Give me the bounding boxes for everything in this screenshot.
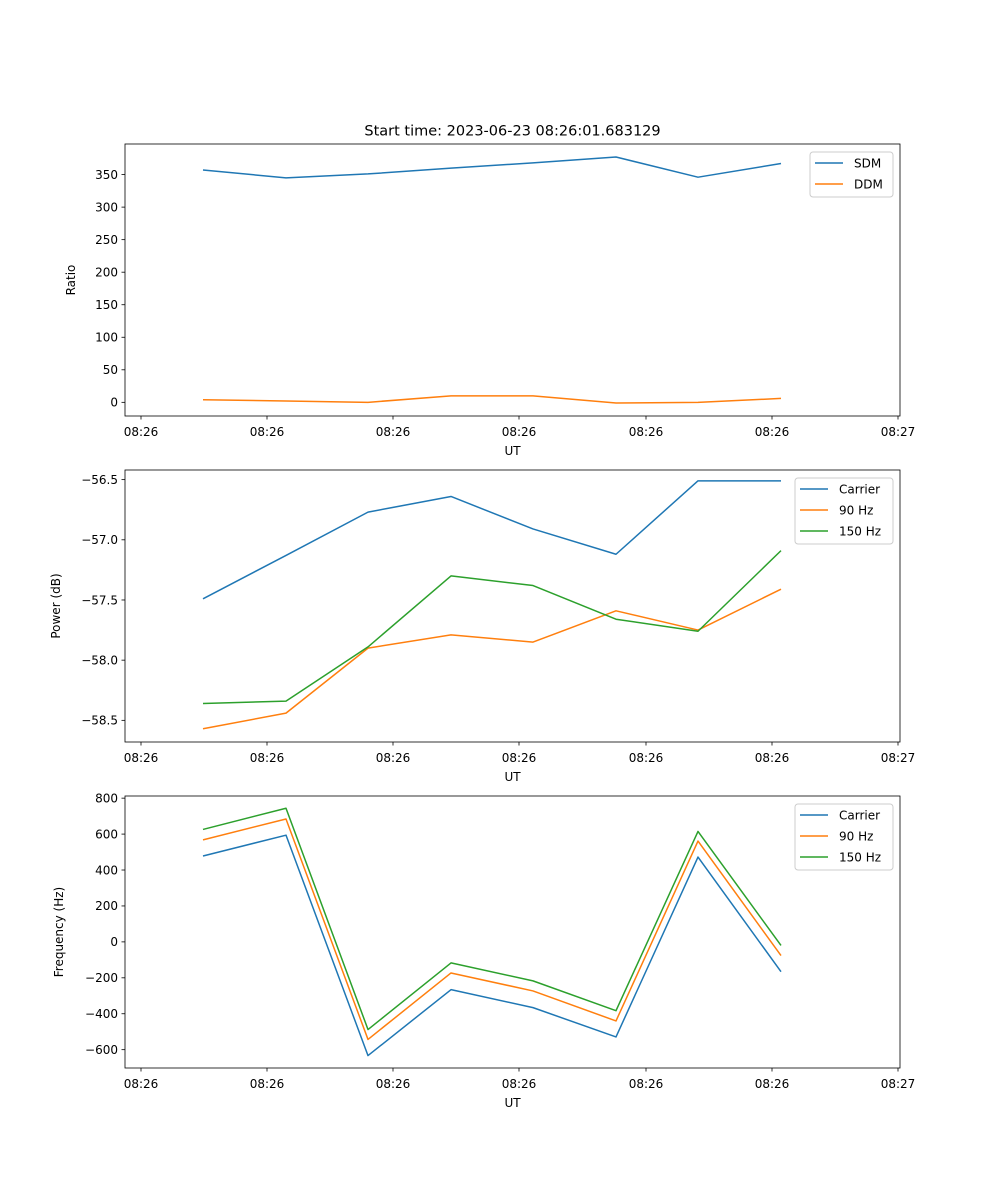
legend-entry: 90 Hz	[839, 829, 873, 843]
legend: SDM DDM	[809, 151, 894, 198]
y-tick-label: 100	[95, 331, 118, 345]
y-tick-label: −200	[85, 971, 118, 985]
x-tick-label: 08:26	[376, 1077, 411, 1091]
x-tick-label: 08:26	[250, 751, 285, 765]
series-line-90-hz	[202, 818, 782, 1041]
series-line-carrier	[202, 480, 781, 600]
series-line-carrier	[202, 834, 782, 1057]
y-tick-label: 250	[95, 233, 118, 247]
legend: Carrier 90 Hz 150 Hz	[794, 477, 894, 545]
x-tick-label: 08:27	[881, 425, 916, 439]
y-axis-label: Frequency (Hz)	[52, 887, 66, 978]
subplot-3: 08:26 08:26 08:26 08:26 08:26 08:26 08:27 −600 −…	[52, 791, 915, 1110]
x-tick-label: 08:26	[124, 751, 159, 765]
x-tick-label: 08:26	[629, 751, 664, 765]
x-tick-label: 08:26	[629, 425, 664, 439]
legend-entry: 90 Hz	[839, 503, 873, 517]
y-tick-label: −57.0	[81, 533, 118, 547]
y-tick-label: 0	[110, 935, 118, 949]
axes-frame	[124, 469, 901, 743]
x-tick-label: 08:26	[629, 1077, 664, 1091]
x-tick-label: 08:26	[376, 751, 411, 765]
legend-entry: Carrier	[839, 808, 880, 822]
series-line-150-hz	[202, 550, 782, 705]
legend-entry: 150 Hz	[839, 524, 881, 538]
x-tick-label: 08:26	[376, 425, 411, 439]
legend: Carrier 90 Hz 150 Hz	[794, 803, 894, 871]
series-line-ddm	[202, 395, 782, 404]
y-tick-label: 200	[95, 899, 118, 913]
figure-title: Start time: 2023-06-23 08:26:01.683129	[364, 124, 660, 140]
y-tick-label: −600	[85, 1043, 118, 1057]
axes-frame	[124, 795, 901, 1069]
legend-frame	[794, 477, 894, 545]
subplots: 08:26 08:26 08:26 08:26 08:26 08:26 08:27 0 50 10…	[49, 143, 916, 1110]
x-axis-label: UT	[504, 444, 521, 458]
y-tick-label: 150	[95, 298, 118, 312]
x-tick-label: 08:26	[755, 425, 790, 439]
legend-entry: SDM	[854, 156, 881, 170]
y-tick-label: 350	[95, 168, 118, 182]
y-tick-label: 0	[110, 396, 118, 410]
x-tick-label: 08:27	[881, 751, 916, 765]
x-axis-label: UT	[504, 1096, 521, 1110]
x-tick-label: 08:26	[124, 1077, 159, 1091]
x-tick-label: 08:26	[755, 751, 790, 765]
y-tick-label: 400	[95, 863, 118, 877]
y-axis-label: Ratio	[64, 265, 78, 296]
x-tick-label: 08:27	[881, 1077, 916, 1091]
subplot-1: 08:26 08:26 08:26 08:26 08:26 08:26 08:27 0 50 10…	[64, 143, 916, 458]
x-tick-label: 08:26	[502, 425, 537, 439]
x-tick-label: 08:26	[502, 1077, 537, 1091]
y-tick-label: 800	[95, 791, 118, 805]
legend-entry: 150 Hz	[839, 850, 881, 864]
legend-entry: DDM	[854, 177, 883, 191]
y-axis-label: Power (dB)	[49, 573, 63, 638]
x-tick-label: 08:26	[124, 425, 159, 439]
y-tick-label: 200	[95, 265, 118, 279]
series-line-150-hz	[202, 807, 782, 1031]
y-tick-label: −58.0	[81, 653, 118, 667]
y-tick-label: −58.5	[81, 714, 118, 728]
legend-entry: Carrier	[839, 482, 880, 496]
x-axis-label: UT	[504, 770, 521, 784]
series-line-sdm	[202, 156, 782, 179]
series-line-90-hz	[202, 588, 782, 730]
y-tick-label: 600	[95, 827, 118, 841]
y-tick-label: −400	[85, 1007, 118, 1021]
y-tick-label: 300	[95, 200, 118, 214]
y-tick-label: −57.5	[81, 593, 118, 607]
x-tick-label: 08:26	[250, 425, 285, 439]
x-tick-label: 08:26	[250, 1077, 285, 1091]
y-tick-label: 50	[103, 363, 118, 377]
x-tick-label: 08:26	[502, 751, 537, 765]
subplot-2: 08:26 08:26 08:26 08:26 08:26 08:26 08:27 −58.5…	[49, 469, 916, 784]
x-tick-label: 08:26	[755, 1077, 790, 1091]
y-tick-label: −56.5	[81, 473, 118, 487]
legend-frame	[794, 803, 894, 871]
axes-frame	[124, 143, 901, 417]
